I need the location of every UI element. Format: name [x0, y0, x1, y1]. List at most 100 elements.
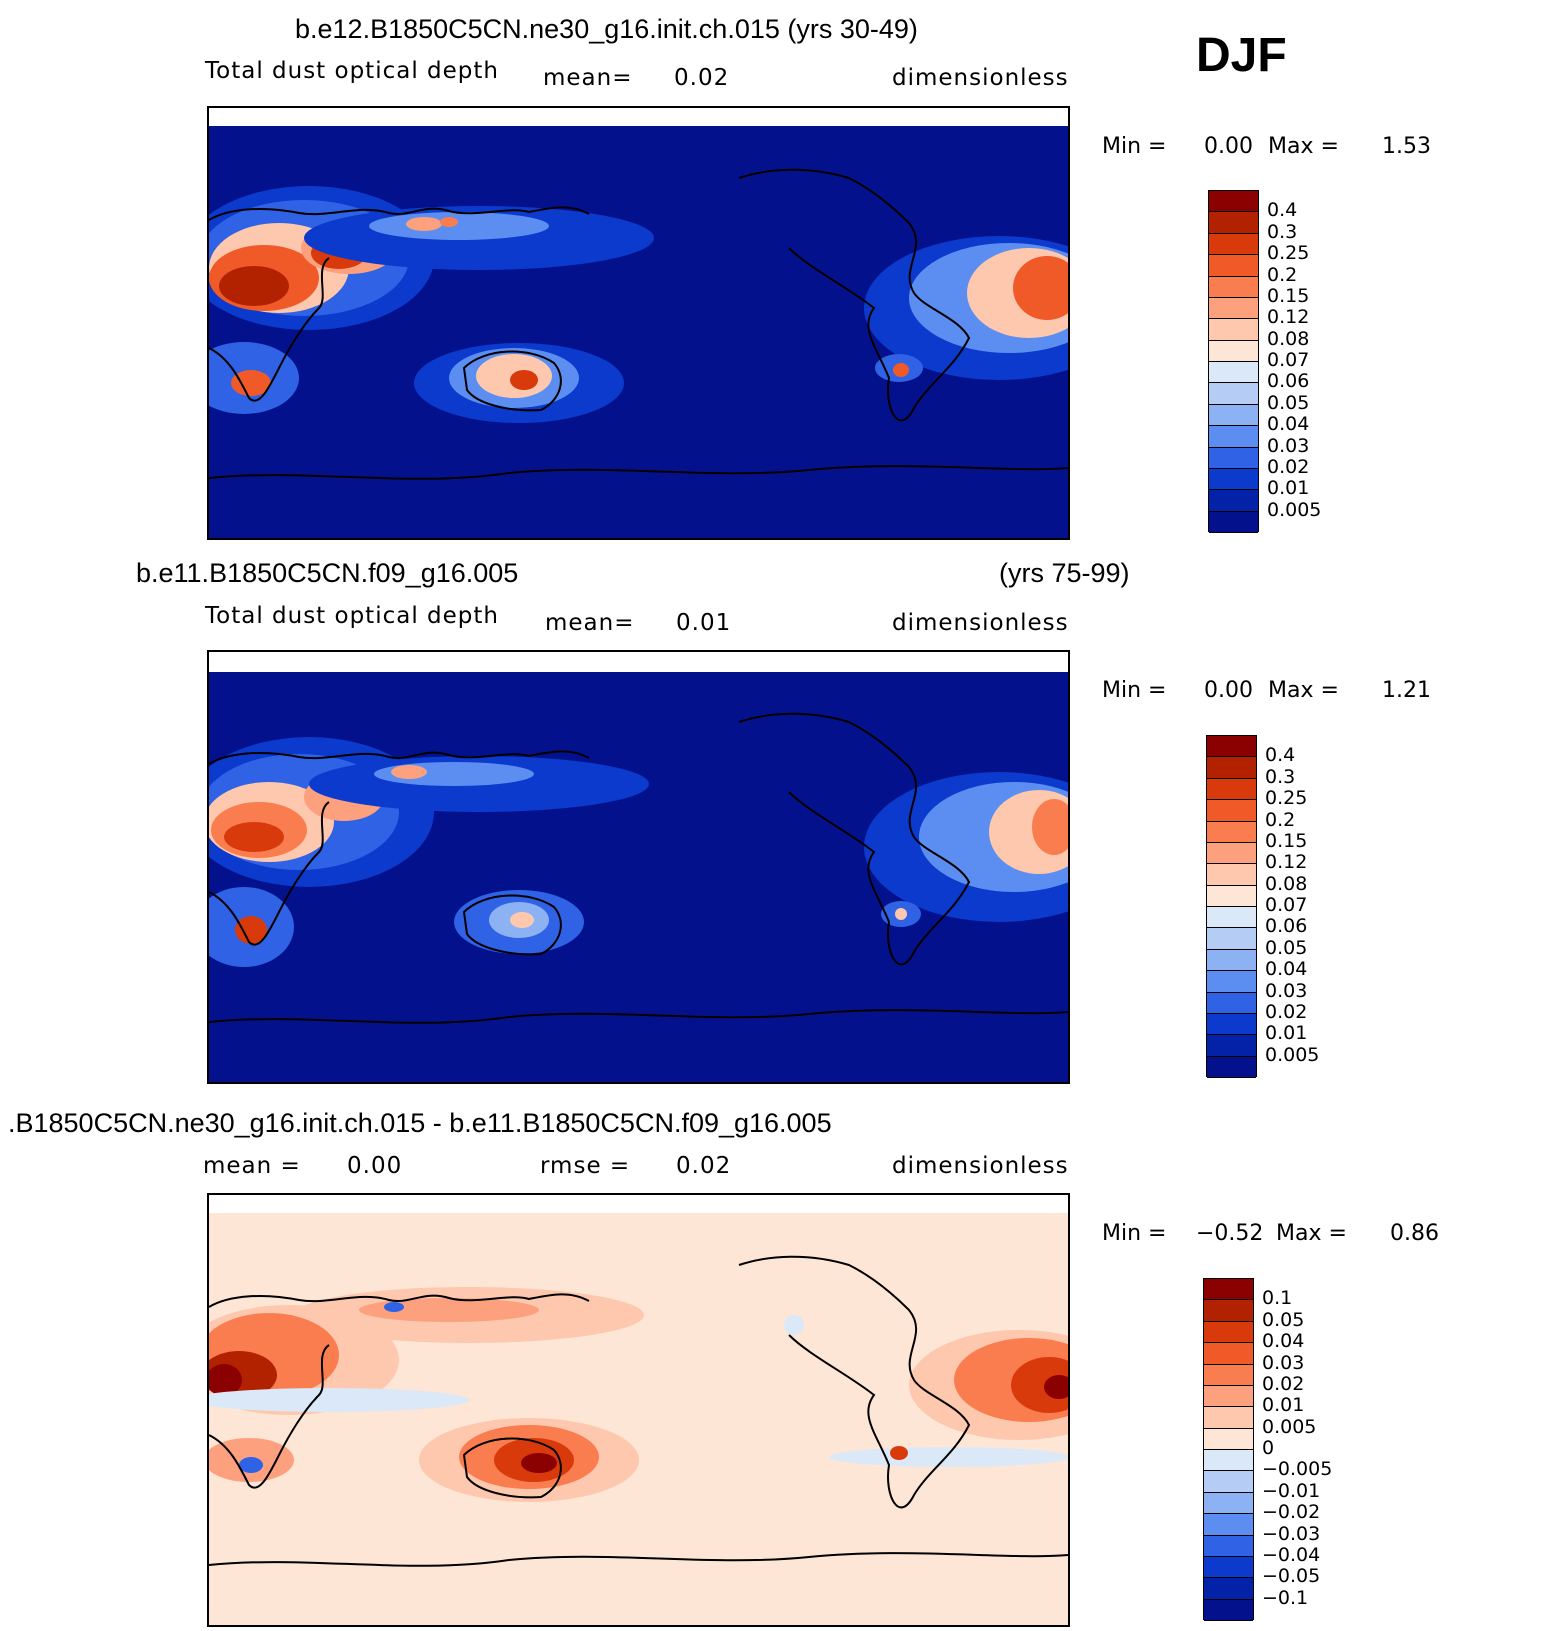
panel2-years: (yrs 75-99) — [999, 558, 1130, 588]
colorbar-swatch — [1204, 1407, 1253, 1429]
panel2-min-label: Min = — [1102, 678, 1167, 703]
colorbar-swatch — [1207, 907, 1256, 929]
panel2-units: dimensionless — [892, 610, 1069, 636]
panel3-map — [207, 1193, 1070, 1627]
colorbar-level-label: 0.25 — [1267, 242, 1310, 265]
colorbar-swatch — [1207, 928, 1256, 950]
colorbar-level-label: 0.04 — [1265, 958, 1308, 981]
panel1-coastlines — [209, 168, 1068, 480]
colorbar-level-label: 0.4 — [1265, 744, 1296, 767]
colorbar-level-label: 0.03 — [1267, 434, 1310, 457]
season-label: DJF — [1196, 29, 1287, 82]
colorbar-swatch — [1207, 864, 1256, 886]
colorbar-level-label: 0.05 — [1267, 391, 1310, 414]
panel3-max-value: 0.86 — [1390, 1221, 1439, 1246]
colorbar-level-label: −0.03 — [1262, 1522, 1321, 1545]
colorbar-swatch — [1209, 383, 1258, 405]
colorbar-level-label: 0.05 — [1265, 936, 1308, 959]
panel1-mean-label: mean= — [543, 65, 633, 91]
colorbar-swatch — [1209, 490, 1258, 512]
colorbar-swatch — [1204, 1535, 1253, 1557]
colorbar-swatch — [1209, 362, 1258, 384]
colorbar-level-label: 0.005 — [1262, 1415, 1317, 1438]
colorbar-swatch — [1204, 1578, 1253, 1600]
colorbar-level-label: 0.08 — [1265, 872, 1308, 895]
panel3-title: .B1850C5CN.ne30_g16.init.ch.015 - b.e11.… — [8, 1108, 832, 1138]
panel1-colorbar — [1208, 190, 1259, 533]
colorbar-level-label: 0.02 — [1265, 1000, 1308, 1023]
colorbar-level-label: 0.2 — [1267, 263, 1298, 286]
colorbar-swatch — [1204, 1599, 1253, 1621]
colorbar-level-label: 0.01 — [1265, 1022, 1308, 1045]
colorbar-swatch — [1204, 1343, 1253, 1365]
colorbar-level-label: 0.06 — [1265, 915, 1308, 938]
panel2-title: b.e11.B1850C5CN.f09_g16.005 — [136, 558, 519, 588]
colorbar-level-label: 0.08 — [1267, 327, 1310, 350]
panel3-mean-label: mean = — [203, 1153, 301, 1179]
panel3-units: dimensionless — [892, 1153, 1069, 1179]
panel3-min-label: Min = — [1102, 1221, 1167, 1246]
panel3-colorbar — [1203, 1278, 1254, 1621]
colorbar-swatch — [1209, 255, 1258, 277]
colorbar-level-label: 0.07 — [1267, 349, 1310, 371]
panel3-min-value: −0.52 — [1196, 1221, 1264, 1246]
colorbar-swatch — [1207, 842, 1256, 865]
panel2-map — [207, 650, 1070, 1084]
colorbar-level-label: 0.2 — [1265, 808, 1296, 831]
colorbar-swatch — [1204, 1471, 1253, 1493]
colorbar-level-label: 0.06 — [1267, 370, 1310, 393]
colorbar-swatch — [1207, 1013, 1256, 1036]
colorbar-swatch — [1207, 1035, 1256, 1057]
panel3-max-label: Max = — [1276, 1221, 1347, 1246]
colorbar-swatch — [1207, 1056, 1256, 1078]
colorbar-level-label: 0.3 — [1267, 220, 1298, 243]
colorbar-level-label: 0.12 — [1267, 306, 1310, 329]
panel2-coastlines — [209, 712, 1068, 1024]
panel2-max-value: 1.21 — [1382, 678, 1431, 703]
panel2-max-label: Max = — [1268, 678, 1339, 703]
colorbar-level-label: 0.04 — [1267, 413, 1310, 436]
colorbar-level-label: −0.01 — [1262, 1479, 1321, 1502]
colorbar-swatch — [1204, 1514, 1253, 1536]
colorbar-level-label: 0.4 — [1267, 199, 1298, 222]
colorbar-level-label: 0.02 — [1267, 455, 1310, 478]
colorbar-swatch — [1209, 404, 1258, 427]
panel1-min-value: 0.00 — [1204, 134, 1253, 159]
colorbar-swatch — [1204, 1450, 1253, 1472]
colorbar-swatch — [1209, 468, 1258, 491]
panel2-min-value: 0.00 — [1204, 678, 1253, 703]
colorbar-swatch — [1209, 426, 1258, 448]
panel1-max-label: Max = — [1268, 134, 1339, 159]
colorbar-swatch — [1204, 1300, 1253, 1322]
panel3-map-background — [209, 1213, 1068, 1625]
panel1-map — [207, 106, 1070, 540]
panel1-min-label: Min = — [1102, 134, 1167, 159]
colorbar-level-label: −0.02 — [1262, 1501, 1321, 1524]
colorbar-swatch — [1209, 191, 1258, 213]
panel1-units: dimensionless — [892, 65, 1069, 91]
colorbar-swatch — [1209, 297, 1258, 320]
colorbar-level-label: −0.05 — [1262, 1565, 1321, 1588]
colorbar-level-label: 0.03 — [1265, 979, 1308, 1002]
colorbar-level-label: 0.07 — [1265, 894, 1308, 916]
colorbar-level-label: 0.1 — [1262, 1287, 1293, 1310]
colorbar-swatch — [1207, 757, 1256, 779]
colorbar-level-label: 0.15 — [1267, 284, 1310, 307]
colorbar-level-label: 0 — [1262, 1437, 1275, 1459]
colorbar-level-label: 0.3 — [1265, 765, 1296, 788]
panel3-rmse-label: rmse = — [540, 1153, 631, 1179]
panel3-rmse-value: 0.02 — [676, 1153, 732, 1179]
colorbar-swatch — [1207, 949, 1256, 972]
colorbar-swatch — [1209, 447, 1258, 469]
colorbar-swatch — [1204, 1364, 1253, 1386]
colorbar-level-label: 0.04 — [1262, 1330, 1305, 1353]
panel3-coastlines — [209, 1255, 1068, 1567]
colorbar-swatch — [1209, 212, 1258, 234]
panel1-max-value: 1.53 — [1382, 134, 1431, 159]
colorbar-swatch — [1209, 233, 1258, 256]
colorbar-swatch — [1209, 276, 1258, 298]
panel3-mean-value: 0.00 — [347, 1153, 403, 1179]
colorbar-level-label: 0.01 — [1262, 1394, 1305, 1417]
panel2-mean-label: mean= — [545, 610, 635, 636]
colorbar-level-label: 0.01 — [1267, 477, 1310, 500]
